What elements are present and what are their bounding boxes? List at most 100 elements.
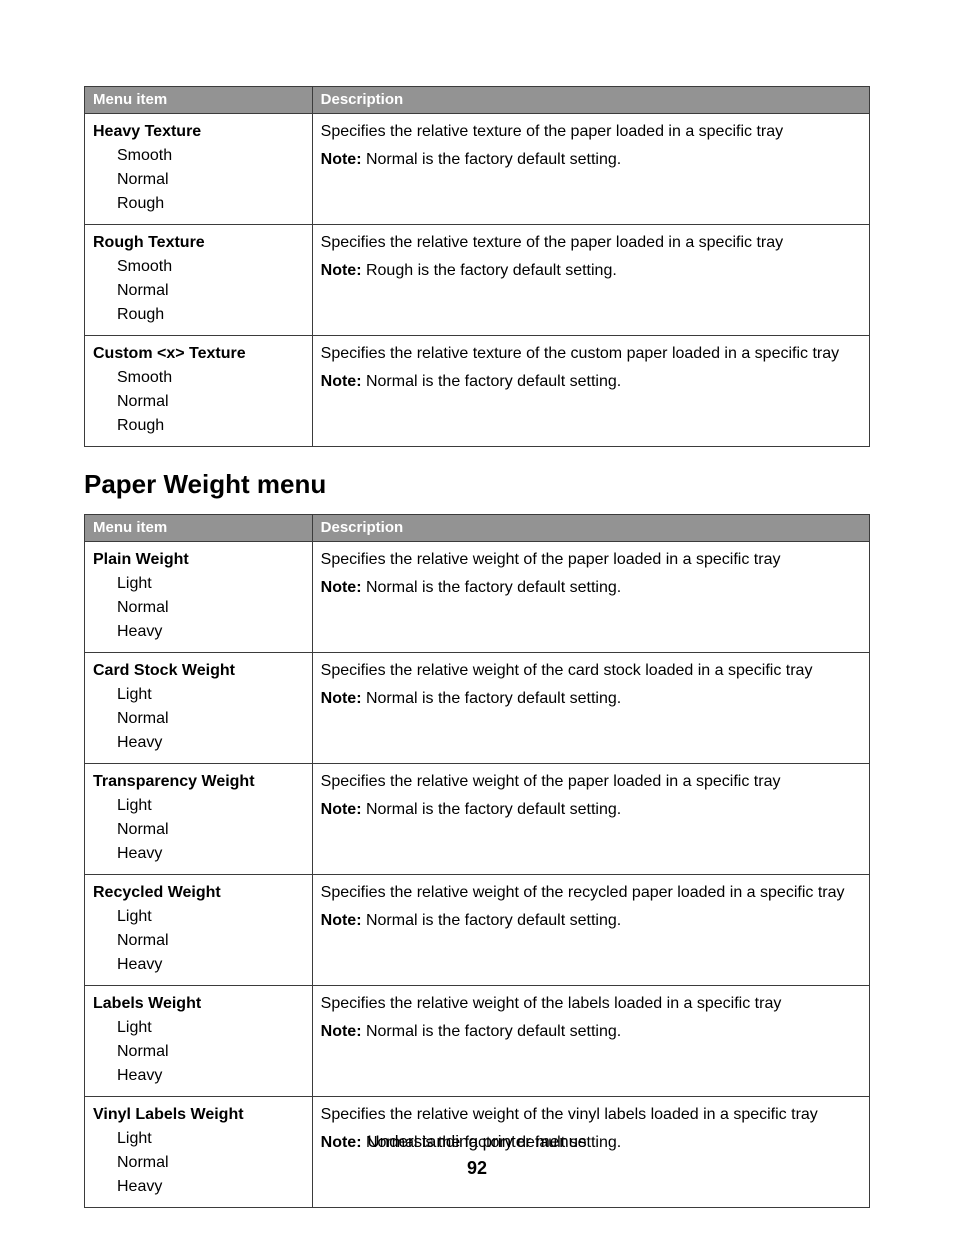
menu-item-option: Light	[117, 572, 304, 596]
texture-table: Menu item Description Heavy TextureSmoot…	[84, 86, 870, 447]
col-description: Description	[312, 515, 869, 542]
table-row: Labels WeightLightNormalHeavy Specifies t…	[85, 986, 870, 1097]
menu-item-option: Smooth	[117, 366, 304, 390]
menu-item-option: Normal	[117, 390, 304, 414]
description-cell: Specifies the relative weight of the pap…	[312, 542, 869, 653]
menu-item-option: Light	[117, 683, 304, 707]
menu-item-title: Heavy Texture	[93, 120, 304, 144]
menu-item-title: Recycled Weight	[93, 881, 304, 905]
note-text: Normal is the factory default setting.	[362, 690, 622, 707]
menu-item-title: Custom <x> Texture	[93, 342, 304, 366]
table-row: Rough TextureSmoothNormalRough Specifies …	[85, 225, 870, 336]
description-note: Note: Normal is the factory default sett…	[321, 798, 861, 822]
menu-item-cell: Labels WeightLightNormalHeavy	[85, 986, 313, 1097]
description-text: Specifies the relative weight of the pap…	[321, 770, 861, 794]
menu-item-option: Normal	[117, 1040, 304, 1064]
menu-item-option: Normal	[117, 818, 304, 842]
note-label: Note:	[321, 262, 362, 279]
menu-item-cell: Rough TextureSmoothNormalRough	[85, 225, 313, 336]
description-cell: Specifies the relative weight of the rec…	[312, 875, 869, 986]
menu-item-title: Transparency Weight	[93, 770, 304, 794]
menu-item-option: Normal	[117, 929, 304, 953]
menu-item-title: Rough Texture	[93, 231, 304, 255]
menu-item-option: Smooth	[117, 255, 304, 279]
menu-item-option: Normal	[117, 596, 304, 620]
menu-item-options: LightNormalHeavy	[93, 794, 304, 866]
description-note: Note: Normal is the factory default sett…	[321, 909, 861, 933]
description-note: Note: Normal is the factory default sett…	[321, 1020, 861, 1044]
menu-item-option: Normal	[117, 707, 304, 731]
menu-item-title: Vinyl Labels Weight	[93, 1103, 304, 1127]
menu-item-cell: Card Stock WeightLightNormalHeavy	[85, 653, 313, 764]
note-label: Note:	[321, 579, 362, 596]
page-footer: Understanding printer menus 92	[0, 1132, 954, 1179]
description-text: Specifies the relative texture of the pa…	[321, 231, 861, 255]
description-text: Specifies the relative weight of the vin…	[321, 1103, 861, 1127]
menu-item-title: Card Stock Weight	[93, 659, 304, 683]
menu-item-option: Heavy	[117, 842, 304, 866]
table-header-row: Menu item Description	[85, 87, 870, 114]
table-row: Plain WeightLightNormalHeavy Specifies th…	[85, 542, 870, 653]
texture-table-body: Heavy TextureSmoothNormalRoughSpecifies …	[85, 114, 870, 447]
menu-item-option: Light	[117, 905, 304, 929]
description-cell: Specifies the relative texture of the pa…	[312, 114, 869, 225]
menu-item-options: LightNormalHeavy	[93, 1016, 304, 1088]
description-text: Specifies the relative weight of the pap…	[321, 548, 861, 572]
menu-item-option: Light	[117, 794, 304, 818]
description-cell: Specifies the relative texture of the pa…	[312, 225, 869, 336]
note-label: Note:	[321, 151, 362, 168]
menu-item-option: Rough	[117, 303, 304, 327]
menu-item-options: LightNormalHeavy	[93, 572, 304, 644]
menu-item-title: Labels Weight	[93, 992, 304, 1016]
table-row: Card Stock WeightLightNormalHeavy Specifi…	[85, 653, 870, 764]
menu-item-options: SmoothNormalRough	[93, 366, 304, 438]
note-label: Note:	[321, 1023, 362, 1040]
menu-item-option: Smooth	[117, 144, 304, 168]
menu-item-option: Heavy	[117, 1064, 304, 1088]
note-text: Normal is the factory default setting.	[362, 801, 622, 818]
table-row: Recycled WeightLightNormalHeavy Specifies…	[85, 875, 870, 986]
menu-item-cell: Plain WeightLightNormalHeavy	[85, 542, 313, 653]
menu-item-title: Plain Weight	[93, 548, 304, 572]
section-heading: Paper Weight menu	[84, 469, 870, 500]
note-text: Normal is the factory default setting.	[362, 151, 622, 168]
note-text: Normal is the factory default setting.	[362, 373, 622, 390]
weight-table: Menu item Description Plain WeightLightN…	[84, 514, 870, 1208]
menu-item-options: LightNormalHeavy	[93, 683, 304, 755]
menu-item-cell: Recycled WeightLightNormalHeavy	[85, 875, 313, 986]
description-note: Note: Normal is the factory default sett…	[321, 370, 861, 394]
description-note: Note: Normal is the factory default sett…	[321, 148, 861, 172]
description-text: Specifies the relative texture of the pa…	[321, 120, 861, 144]
note-text: Rough is the factory default setting.	[362, 262, 617, 279]
col-menu-item: Menu item	[85, 515, 313, 542]
col-menu-item: Menu item	[85, 87, 313, 114]
weight-table-body: Plain WeightLightNormalHeavySpecifies th…	[85, 542, 870, 1208]
menu-item-cell: Heavy TextureSmoothNormalRough	[85, 114, 313, 225]
note-text: Normal is the factory default setting.	[362, 912, 622, 929]
description-text: Specifies the relative texture of the cu…	[321, 342, 861, 366]
description-text: Specifies the relative weight of the lab…	[321, 992, 861, 1016]
menu-item-option: Rough	[117, 414, 304, 438]
menu-item-options: SmoothNormalRough	[93, 255, 304, 327]
menu-item-option: Normal	[117, 168, 304, 192]
menu-item-options: SmoothNormalRough	[93, 144, 304, 216]
description-note: Note: Normal is the factory default sett…	[321, 576, 861, 600]
note-label: Note:	[321, 373, 362, 390]
note-text: Normal is the factory default setting.	[362, 1023, 622, 1040]
description-cell: Specifies the relative weight of the car…	[312, 653, 869, 764]
description-note: Note: Rough is the factory default setti…	[321, 259, 861, 283]
note-label: Note:	[321, 801, 362, 818]
menu-item-option: Heavy	[117, 620, 304, 644]
menu-item-options: LightNormalHeavy	[93, 905, 304, 977]
menu-item-option: Heavy	[117, 953, 304, 977]
description-cell: Specifies the relative weight of the lab…	[312, 986, 869, 1097]
footer-page-number: 92	[0, 1158, 954, 1179]
description-cell: Specifies the relative texture of the cu…	[312, 336, 869, 447]
description-text: Specifies the relative weight of the rec…	[321, 881, 861, 905]
description-text: Specifies the relative weight of the car…	[321, 659, 861, 683]
note-text: Normal is the factory default setting.	[362, 579, 622, 596]
table-row: Custom <x> TextureSmoothNormalRough Speci…	[85, 336, 870, 447]
menu-item-cell: Custom <x> TextureSmoothNormalRough	[85, 336, 313, 447]
col-description: Description	[312, 87, 869, 114]
menu-item-option: Light	[117, 1016, 304, 1040]
